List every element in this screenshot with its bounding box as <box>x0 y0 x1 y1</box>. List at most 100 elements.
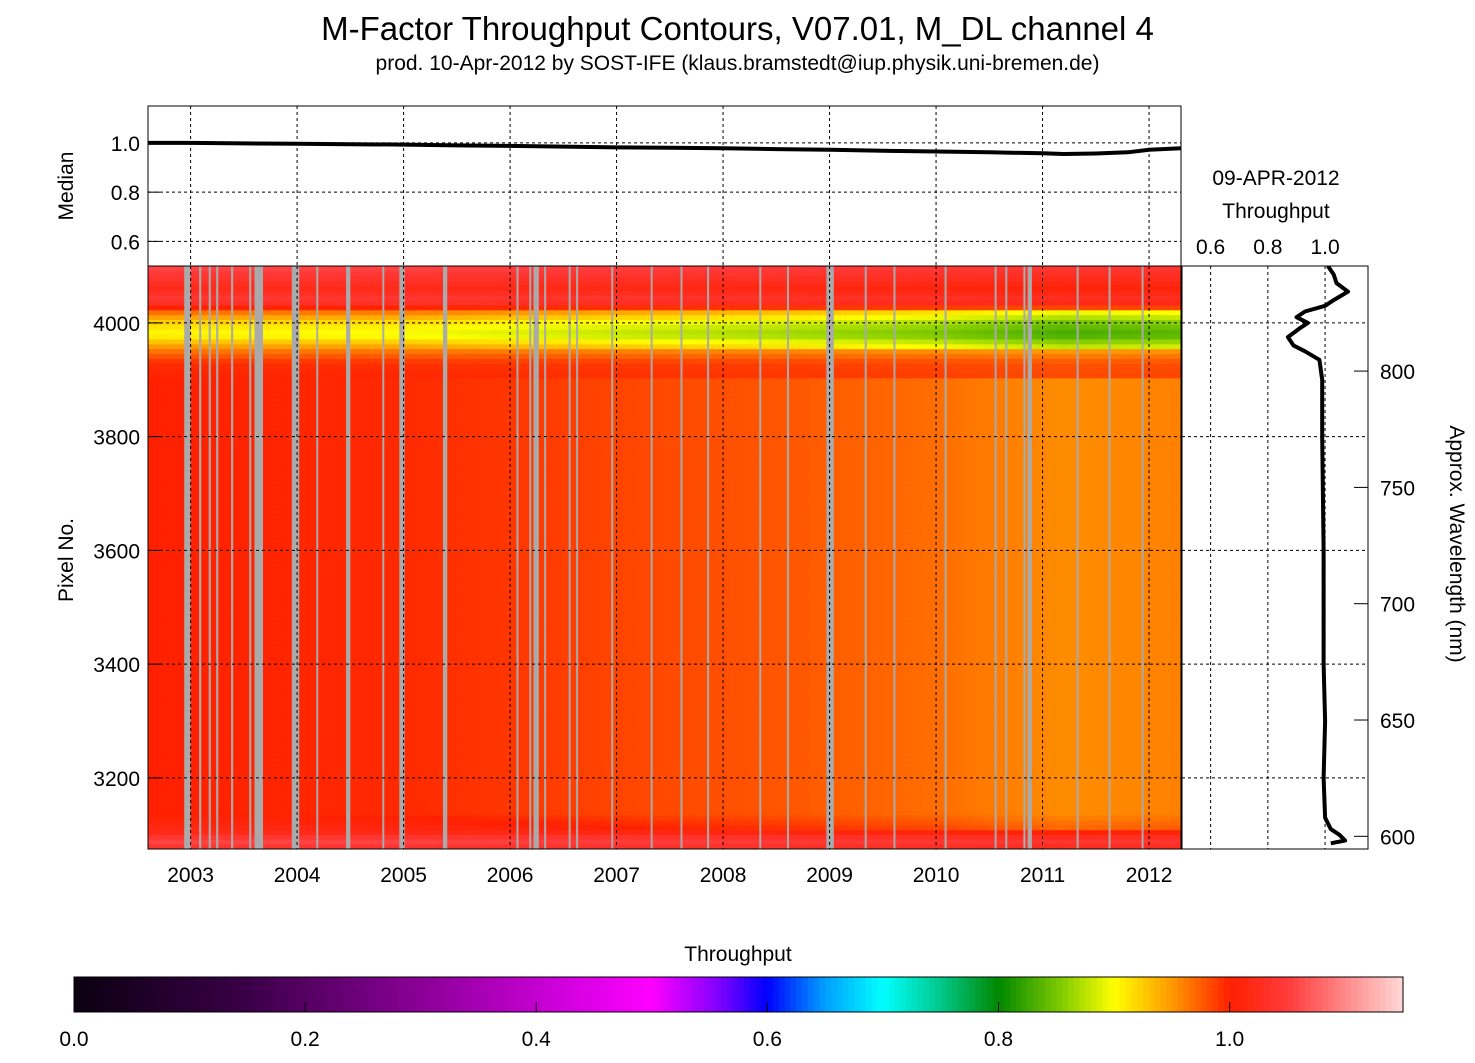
heatmap-cell <box>551 543 562 548</box>
heatmap-cell <box>520 387 531 392</box>
heatmap-cell <box>324 295 335 300</box>
heatmap-cell <box>375 674 386 679</box>
heatmap-cell <box>365 582 376 587</box>
heatmap-cell <box>324 606 335 611</box>
heatmap-cell <box>220 349 231 354</box>
heatmap-cell <box>262 776 273 781</box>
heatmap-cell <box>479 276 490 281</box>
heatmap-cell <box>262 387 273 392</box>
contour-panel: 2003 2004 2005 2006 2007 2008 2009 2010 2011 2012… <box>55 266 1182 887</box>
heatmap-cell <box>510 650 521 655</box>
heatmap-cell <box>272 310 283 315</box>
heatmap-cell <box>210 810 221 815</box>
heatmap-cell <box>220 723 231 728</box>
heatmap-cell <box>262 266 273 271</box>
heatmap-cell <box>148 679 159 684</box>
heatmap-cell <box>158 276 169 281</box>
heatmap-cell <box>324 446 335 451</box>
heatmap-cell <box>499 810 510 815</box>
heatmap-cell <box>334 266 345 271</box>
heatmap-cell <box>406 655 417 660</box>
heatmap-cell <box>365 353 376 358</box>
heatmap-cell <box>510 708 521 713</box>
heatmap-cell <box>417 417 428 422</box>
heatmap-cell <box>386 679 397 684</box>
heatmap-cell <box>334 305 345 310</box>
heatmap-cell <box>282 285 293 290</box>
heatmap-cell <box>220 752 231 757</box>
heatmap-cell <box>158 485 169 490</box>
heatmap-cell <box>520 344 531 349</box>
heatmap-cell <box>489 771 500 776</box>
heatmap-cell <box>510 587 521 592</box>
heatmap-cell <box>468 392 479 397</box>
heatmap-cell <box>448 601 459 606</box>
heatmap-cell <box>406 455 417 460</box>
heatmap-cell <box>365 504 376 509</box>
heatmap-cell <box>386 596 397 601</box>
heatmap-cell <box>365 329 376 334</box>
heatmap-cell <box>220 679 231 684</box>
heatmap-cell <box>551 839 562 844</box>
heatmap-cell <box>551 596 562 601</box>
heatmap-cell <box>334 421 345 426</box>
heatmap-cell <box>551 470 562 475</box>
heatmap-cell <box>148 713 159 718</box>
heatmap-cell <box>148 694 159 699</box>
heatmap-cell <box>375 460 386 465</box>
heatmap-cell <box>169 538 180 543</box>
heatmap-cell <box>406 421 417 426</box>
heatmap-cell <box>448 421 459 426</box>
heatmap-cell <box>406 426 417 431</box>
heatmap-cell <box>355 596 366 601</box>
heatmap-cell <box>479 664 490 669</box>
heatmap-cell <box>510 582 521 587</box>
heatmap-cell <box>169 523 180 528</box>
heatmap-cell <box>458 674 469 679</box>
heatmap-cell <box>448 392 459 397</box>
heatmap-cell <box>499 834 510 839</box>
heatmap-cell <box>551 737 562 742</box>
heatmap-cell <box>417 616 428 621</box>
heatmap-cell <box>427 825 438 830</box>
heatmap-cell <box>262 528 273 533</box>
heatmap-cell <box>386 324 397 329</box>
heatmap-cell <box>220 421 231 426</box>
heatmap-cell <box>386 523 397 528</box>
heatmap-cell <box>406 305 417 310</box>
heatmap-cell <box>158 684 169 689</box>
heatmap-cell <box>551 266 562 271</box>
heatmap-cell <box>468 781 479 786</box>
heatmap-cell <box>520 285 531 290</box>
heatmap-cell <box>499 640 510 645</box>
heatmap-cell <box>220 815 231 820</box>
heatmap-cell <box>169 616 180 621</box>
heatmap-cell <box>158 324 169 329</box>
heatmap-cell <box>313 528 324 533</box>
heatmap-cell <box>365 577 376 582</box>
heatmap-cell <box>448 582 459 587</box>
heatmap-cell <box>324 834 335 839</box>
heatmap-cell <box>386 800 397 805</box>
heatmap-cell <box>210 635 221 640</box>
heatmap-cell <box>355 324 366 329</box>
heatmap-cell <box>448 553 459 558</box>
heatmap-cell <box>282 387 293 392</box>
heatmap-cell <box>417 533 428 538</box>
heatmap-cell <box>148 431 159 436</box>
heatmap-cell <box>272 781 283 786</box>
heatmap-cell <box>272 630 283 635</box>
heatmap-cell <box>489 455 500 460</box>
heatmap-cell <box>479 582 490 587</box>
heatmap-cell <box>386 616 397 621</box>
heatmap-cell <box>169 664 180 669</box>
heatmap-cell <box>406 786 417 791</box>
heatmap-cell <box>479 329 490 334</box>
heatmap-cell <box>334 285 345 290</box>
heatmap-cell <box>427 776 438 781</box>
heatmap-cell <box>313 441 324 446</box>
heatmap-cell <box>220 533 231 538</box>
heatmap-cell <box>313 796 324 801</box>
heatmap-cell <box>406 669 417 674</box>
heatmap-cell <box>551 553 562 558</box>
